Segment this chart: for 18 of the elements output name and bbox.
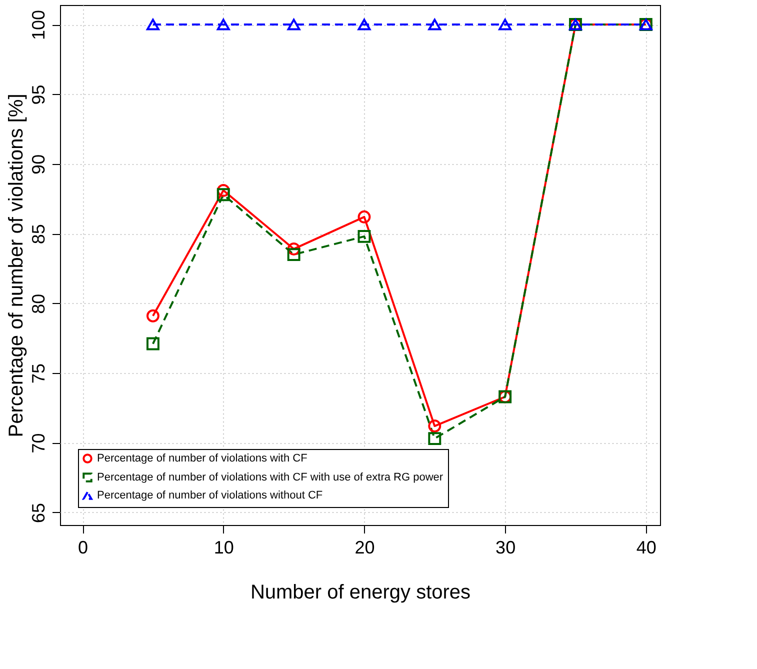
- x-tick-label: 10: [214, 538, 234, 558]
- legend-label: Percentage of number of violations with CF with use of extra RG power: [97, 472, 444, 484]
- y-tick-label: 75: [28, 364, 48, 384]
- legend-label: Percentage of number of violations without CF: [97, 490, 323, 502]
- x-tick-label: 0: [78, 538, 88, 558]
- y-tick-label: 70: [28, 433, 48, 454]
- y-tick-label: 65: [28, 502, 48, 523]
- x-tick-label: 20: [354, 538, 375, 558]
- x-axis-title: Number of energy stores: [250, 582, 471, 604]
- y-tick-label: 95: [28, 84, 48, 105]
- y-tick-label: 80: [28, 294, 48, 314]
- legend-label: Percentage of number of violations with CF: [97, 452, 308, 464]
- y-axis-title: Percentage of number of violations [%]: [6, 94, 28, 438]
- y-tick-label: 90: [28, 154, 48, 174]
- x-tick-label: 30: [496, 538, 516, 558]
- x-tick-label: 40: [636, 538, 656, 558]
- y-tick-label: 85: [28, 224, 48, 244]
- y-tick-label: 100: [28, 10, 48, 40]
